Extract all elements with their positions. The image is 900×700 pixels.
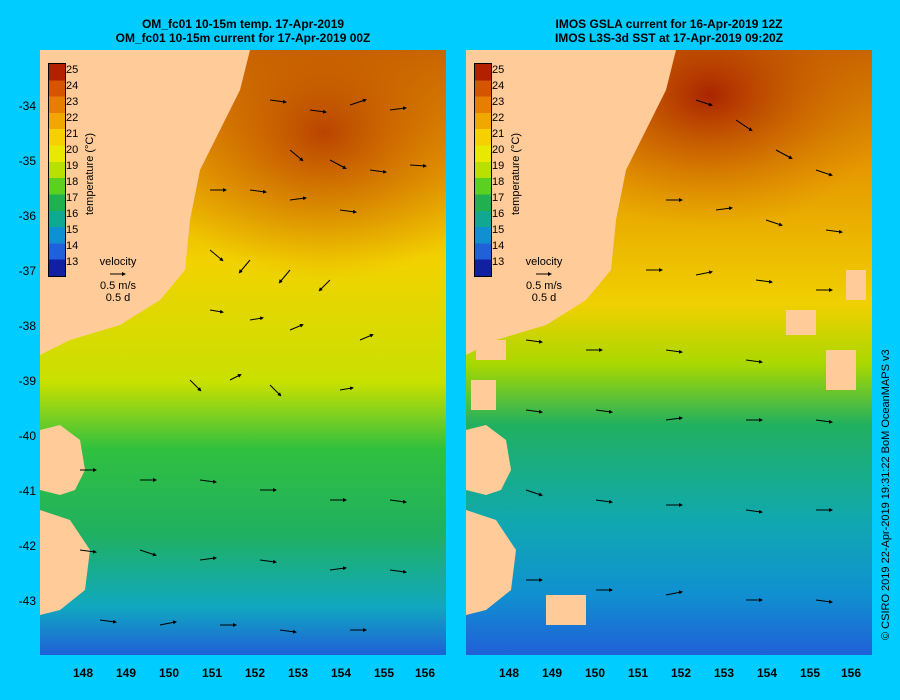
x-tick: 148 (72, 666, 94, 680)
x-tick: 152 (670, 666, 692, 680)
y-tick: -38 (18, 319, 36, 333)
x-tick: 154 (756, 666, 778, 680)
colorbar-label: 13 (66, 256, 79, 268)
y-tick: -34 (18, 99, 36, 113)
left-map (40, 50, 446, 655)
colorbar-label: 17 (492, 192, 505, 204)
colorbar-label: 22 (492, 112, 505, 124)
right-title-line2: IMOS L3S-3d SST at 17-Apr-2019 09:20Z (554, 31, 784, 45)
colorbar-label: 24 (66, 80, 79, 92)
velocity-label: velocity (99, 256, 137, 268)
x-tick: 155 (373, 666, 395, 680)
colorbar-label: 21 (66, 128, 79, 140)
credit-text: © CSIRO 2019 22-Apr-2019 19:31:22 BoM Oc… (880, 349, 892, 640)
x-tick: 149 (541, 666, 563, 680)
velocity-label: velocity (525, 256, 563, 268)
right-panel-title: IMOS GSLA current for 16-Apr-2019 12Z IM… (466, 17, 872, 45)
y-tick: -41 (18, 484, 36, 498)
x-tick: 155 (799, 666, 821, 680)
right-colorbar (474, 63, 492, 277)
colorbar-label: 18 (492, 176, 505, 188)
colorbar-label: 19 (66, 160, 79, 172)
colorbar-label: 18 (66, 176, 79, 188)
colorbar-label: 13 (492, 256, 505, 268)
y-tick: -35 (18, 154, 36, 168)
y-tick: -39 (18, 374, 36, 388)
right-title-line1: IMOS GSLA current for 16-Apr-2019 12Z (555, 17, 783, 31)
right-map (466, 50, 872, 655)
left-velocity-legend: velocity 0.5 m/s 0.5 d (88, 256, 148, 304)
right-colorbar-title: temperature (°C) (510, 132, 522, 215)
right-map-panel (466, 50, 872, 655)
x-tick: 153 (287, 666, 309, 680)
colorbar-label: 14 (492, 240, 505, 252)
colorbar-label: 24 (492, 80, 505, 92)
x-tick: 150 (584, 666, 606, 680)
colorbar-label: 15 (492, 224, 505, 236)
x-tick: 156 (840, 666, 862, 680)
y-tick: -36 (18, 209, 36, 223)
left-panel-title: OM_fc01 10-15m temp. 17-Apr-2019 OM_fc01… (40, 17, 446, 45)
colorbar-label: 20 (492, 144, 505, 156)
colorbar-label: 15 (66, 224, 79, 236)
velocity-speed: 0.5 m/s (99, 280, 137, 292)
colorbar-label: 19 (492, 160, 505, 172)
x-tick: 149 (115, 666, 137, 680)
y-tick: -37 (18, 264, 36, 278)
y-tick: -43 (18, 594, 36, 608)
velocity-arrow-icon (536, 272, 552, 276)
colorbar-label: 14 (66, 240, 79, 252)
x-tick: 148 (498, 666, 520, 680)
velocity-speed: 0.5 m/s (525, 280, 563, 292)
colorbar-label: 17 (66, 192, 79, 204)
velocity-time: 0.5 d (531, 292, 557, 304)
y-tick: -40 (18, 429, 36, 443)
x-tick: 151 (201, 666, 223, 680)
x-tick: 153 (713, 666, 735, 680)
left-title-line2: OM_fc01 10-15m current for 17-Apr-2019 0… (115, 31, 371, 45)
x-tick: 154 (330, 666, 352, 680)
x-tick: 151 (627, 666, 649, 680)
velocity-time: 0.5 d (105, 292, 131, 304)
x-tick: 150 (158, 666, 180, 680)
colorbar-label: 23 (66, 96, 79, 108)
x-tick: 152 (244, 666, 266, 680)
left-colorbar-title: temperature (°C) (84, 132, 96, 215)
right-velocity-legend: velocity 0.5 m/s 0.5 d (514, 256, 574, 304)
velocity-arrow-icon (110, 272, 126, 276)
right-current-arrows (525, 99, 843, 604)
left-map-panel (40, 50, 446, 655)
left-title-line1: OM_fc01 10-15m temp. 17-Apr-2019 (141, 17, 345, 31)
colorbar-label: 16 (492, 208, 505, 220)
left-current-arrows (79, 98, 427, 634)
colorbar-label: 22 (66, 112, 79, 124)
colorbar-label: 20 (66, 144, 79, 156)
left-colorbar (48, 63, 66, 277)
colorbar-label: 25 (66, 64, 79, 76)
y-tick: -42 (18, 539, 36, 553)
colorbar-label: 16 (66, 208, 79, 220)
colorbar-label: 23 (492, 96, 505, 108)
colorbar-label: 25 (492, 64, 505, 76)
colorbar-label: 21 (492, 128, 505, 140)
cloud-gap-patches (471, 270, 866, 625)
x-tick: 156 (414, 666, 436, 680)
